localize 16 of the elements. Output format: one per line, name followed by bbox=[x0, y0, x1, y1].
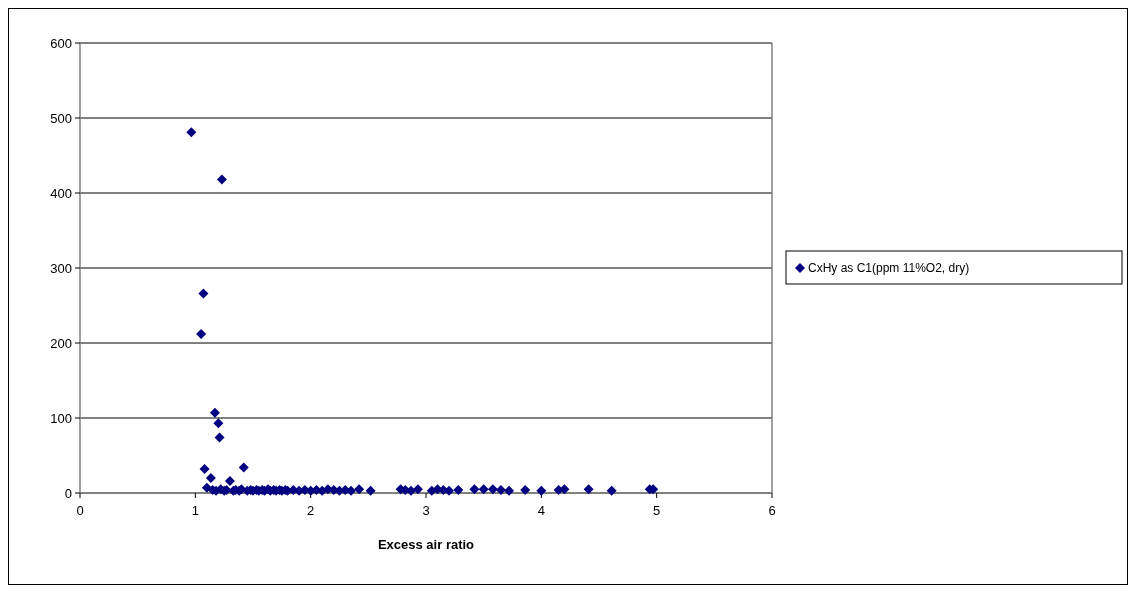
x-tick-label: 6 bbox=[768, 503, 776, 518]
y-tick-label: 100 bbox=[50, 410, 72, 426]
x-tick-label: 3 bbox=[422, 503, 430, 518]
y-tick-label: 200 bbox=[50, 335, 72, 351]
x-tick-label: 0 bbox=[76, 503, 84, 518]
y-tick-label: 600 bbox=[50, 35, 72, 51]
y-tick-label: 300 bbox=[50, 260, 72, 276]
x-tick-label: 5 bbox=[653, 503, 661, 518]
x-tick-label: 1 bbox=[191, 503, 199, 518]
y-tick-label: 0 bbox=[64, 485, 72, 501]
x-tick-label: 2 bbox=[307, 503, 315, 518]
x-tick-label: 4 bbox=[537, 503, 545, 518]
y-tick-label: 500 bbox=[50, 110, 72, 126]
x-axis-title: Excess air ratio bbox=[377, 537, 475, 552]
y-tick-label: 400 bbox=[50, 185, 72, 201]
legend-label: CxHy as C1(ppm 11%O2, dry) bbox=[808, 261, 970, 276]
